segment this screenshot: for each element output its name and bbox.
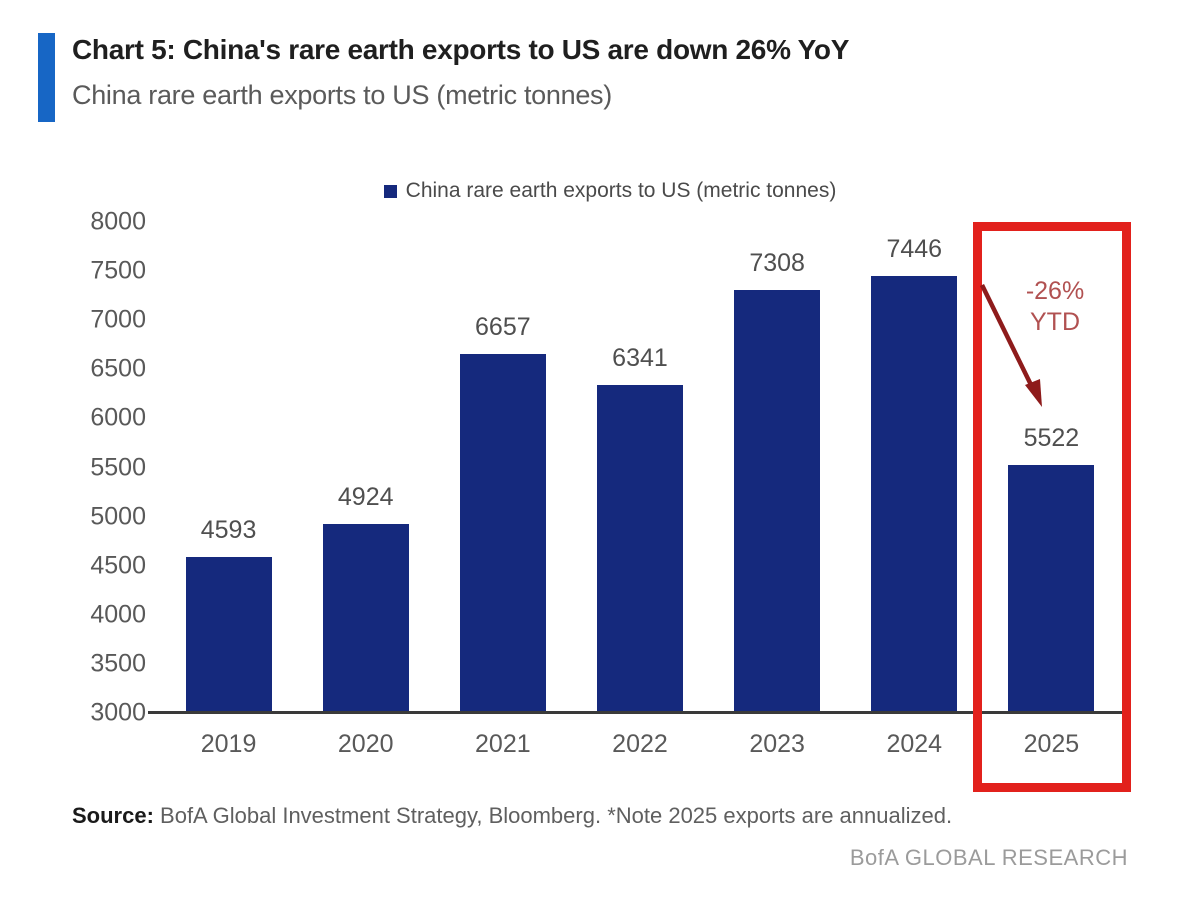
- x-axis-tick-label-2025: 2025: [1023, 730, 1080, 758]
- bar-2022: [597, 384, 683, 713]
- x-axis-line: [148, 711, 1126, 714]
- y-axis-tick-label: 4500: [90, 551, 146, 580]
- ytd-annotation-line1: -26%: [1025, 277, 1085, 305]
- legend-label: China rare earth exports to US (metric t…: [405, 179, 837, 202]
- y-axis-tick-label: 7500: [90, 256, 146, 285]
- bar-2023: [734, 289, 821, 713]
- chart-subtitle: China rare earth exports to US (metric t…: [72, 80, 612, 110]
- x-axis-tick-label-2022: 2022: [612, 730, 668, 758]
- x-axis-tick-label-2023: 2023: [749, 730, 805, 758]
- accent-bar: [38, 33, 55, 122]
- source-text: BofA Global Investment Strategy, Bloombe…: [153, 803, 953, 828]
- y-axis-tick-label: 5000: [90, 502, 146, 531]
- ytd-annotation-line2: YTD: [1030, 308, 1080, 337]
- x-axis-tick-label-2019: 2019: [200, 730, 257, 758]
- y-axis-tick-label: 4000: [90, 600, 146, 629]
- chart-title: Chart 5: China's rare earth exports to U…: [72, 34, 850, 65]
- bar-value-label-2024: 7446: [886, 235, 943, 264]
- source-note: Source: BofA Global Investment Strategy,…: [72, 803, 952, 829]
- y-axis-tick-label: 8000: [90, 207, 146, 236]
- source-label: Source:: [72, 803, 154, 828]
- bar-2019: [185, 556, 272, 713]
- y-axis-tick-label: 6000: [90, 403, 146, 432]
- bar-value-label-2025: 5522: [1023, 424, 1080, 453]
- y-axis-tick-label: 3000: [90, 698, 146, 727]
- x-axis-tick-label-2024: 2024: [886, 730, 943, 758]
- plot-area: 4593 4924 6657 6341 7308 7446 5522: [160, 222, 1120, 713]
- highlight-box-2025: [973, 222, 1131, 792]
- bar-2025: [1008, 465, 1095, 713]
- bar-value-label-2019: 4593: [200, 515, 257, 544]
- bar-2024: [871, 276, 958, 713]
- x-axis-tick-label-2021: 2021: [475, 730, 531, 758]
- brand-text: BofA GLOBAL RESEARCH: [849, 845, 1128, 870]
- x-axis: 2019 2020 2021 2022 2023 2024 2025: [160, 730, 1120, 762]
- y-axis: 8000 7500 7000 6500 6000 5500 5000 4500 4000 3500…: [58, 208, 146, 727]
- y-axis-tick-label: 6500: [90, 354, 146, 383]
- bar-value-label-2021: 6657: [475, 312, 531, 341]
- y-axis-tick-label: 5500: [90, 453, 146, 481]
- legend: China rare earth exports to US (metric t…: [0, 179, 1200, 203]
- bar-2020: [322, 524, 409, 713]
- decline-arrow-icon: [979, 284, 1042, 407]
- y-axis-tick-label: 7000: [90, 305, 146, 334]
- bar-2021: [459, 353, 546, 713]
- bar-value-label-2022: 6341: [612, 343, 668, 372]
- x-axis-tick-label-2020: 2020: [337, 730, 394, 758]
- bar-value-label-2020: 4924: [337, 483, 394, 512]
- legend-marker-icon: [383, 184, 397, 198]
- y-axis-tick-label: 3500: [90, 649, 146, 678]
- bar-value-label-2023: 7308: [749, 248, 805, 277]
- ytd-annotation: -26% YTD: [1002, 276, 1108, 339]
